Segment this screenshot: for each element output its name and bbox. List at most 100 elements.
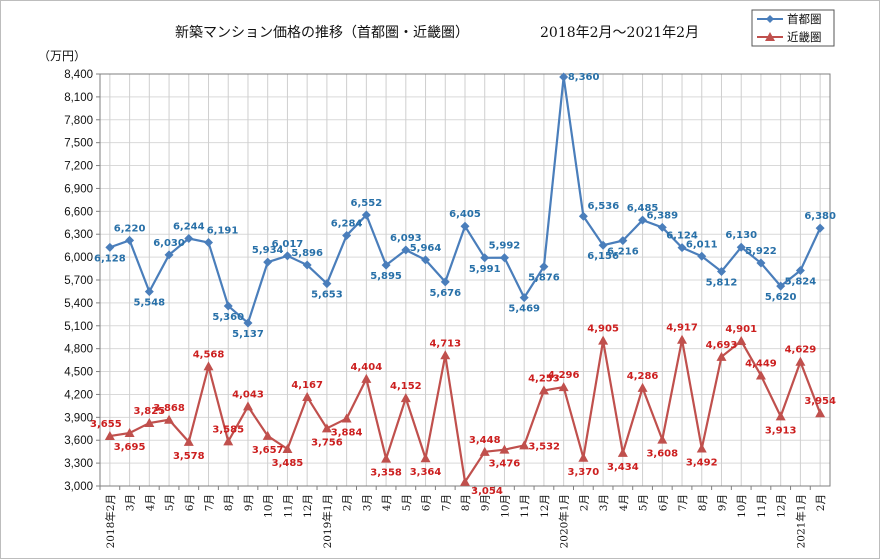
data-point-marker (736, 335, 747, 345)
data-label: 5,876 (528, 273, 560, 284)
data-point-marker (342, 230, 352, 240)
data-label: 8,360 (568, 72, 600, 83)
data-point-marker (203, 361, 214, 371)
chart-title: 新築マンション価格の推移（首都圏・近畿圏） (175, 25, 469, 41)
x-tick-label: 10月 (736, 494, 748, 518)
data-point-marker (657, 434, 668, 444)
data-label: 6,380 (804, 211, 836, 222)
x-tick-label: 8月 (697, 494, 709, 511)
y-tick-label: 3,900 (64, 412, 93, 424)
data-point-marker (598, 240, 608, 250)
x-tick-label: 7月 (677, 494, 689, 511)
data-point-marker (144, 418, 155, 428)
data-label: 6,220 (114, 223, 146, 234)
data-point-marker (795, 356, 806, 366)
x-tick-label: 5月 (401, 494, 413, 511)
data-label: 4,693 (706, 340, 738, 351)
data-label: 6,030 (153, 238, 185, 249)
data-label: 6,552 (351, 198, 383, 209)
x-tick-label: 11月 (282, 494, 294, 518)
x-tick-label: 12月 (302, 494, 314, 518)
data-point-marker (558, 382, 569, 392)
data-label: 3,364 (410, 467, 442, 478)
data-label: 4,253 (528, 373, 560, 384)
data-label: 6,017 (272, 239, 304, 250)
data-point-marker (677, 243, 687, 253)
data-label: 3,485 (272, 458, 304, 469)
data-label: 5,812 (706, 277, 738, 288)
data-point-marker (302, 260, 312, 270)
data-point-marker (480, 253, 490, 263)
data-point-marker (243, 318, 253, 328)
data-label: 6,128 (94, 253, 126, 264)
data-label: 3,756 (311, 437, 343, 448)
x-tick-label: 9月 (480, 494, 492, 511)
data-point-marker (795, 266, 805, 276)
data-label: 3,657 (252, 445, 284, 456)
data-point-marker (499, 253, 509, 263)
data-label: 4,713 (429, 338, 461, 349)
y-tick-label: 4,500 (64, 367, 93, 379)
y-tick-label: 8,100 (64, 92, 93, 104)
data-point-marker (321, 423, 332, 433)
y-tick-label: 7,200 (64, 161, 93, 173)
data-point-marker (104, 431, 115, 441)
data-label: 6,284 (331, 218, 363, 229)
data-label: 4,905 (587, 324, 619, 335)
data-label: 4,286 (627, 371, 659, 382)
legend: 首都圏 近畿圏 (751, 9, 835, 47)
data-point-marker (677, 334, 688, 344)
data-point-marker (263, 257, 273, 267)
data-label: 4,404 (351, 362, 383, 373)
x-tick-label: 12月 (539, 494, 551, 518)
data-label: 6,124 (666, 231, 698, 242)
data-label: 6,536 (588, 201, 620, 212)
x-tick-label: 7月 (204, 494, 216, 511)
data-point-marker (756, 258, 766, 268)
data-point-marker (381, 260, 391, 270)
data-label: 5,992 (489, 241, 521, 252)
data-point-marker (815, 223, 825, 233)
data-label: 4,449 (745, 358, 777, 369)
data-point-marker (400, 393, 411, 403)
x-tick-label: 2月 (815, 494, 827, 511)
data-point-marker (815, 408, 826, 418)
data-label: 5,548 (134, 298, 166, 309)
x-tick-label: 3月 (598, 494, 610, 511)
data-label: 4,296 (548, 370, 580, 381)
x-tick-label: 10月 (499, 494, 511, 518)
data-label: 5,896 (291, 248, 323, 259)
data-label: 6,191 (207, 226, 239, 237)
data-point-marker (322, 279, 332, 289)
data-point-marker (617, 447, 628, 457)
data-label: 3,532 (528, 441, 560, 452)
data-point-marker (242, 401, 253, 411)
chart-period: 2018年2月～2021年2月 (540, 25, 699, 41)
x-tick-label: 6月 (657, 494, 669, 511)
x-tick-label: 5月 (164, 494, 176, 511)
y-axis-unit-label: （万円） (38, 49, 86, 63)
data-label: 5,137 (232, 329, 264, 340)
data-label: 3,370 (568, 467, 600, 478)
data-point-marker (144, 287, 154, 297)
y-axis: 3,000 3,300 3,600 3,900 4,200 4,500 4,800 5,100… (64, 69, 100, 493)
data-point-marker (598, 335, 609, 345)
data-point-marker (440, 350, 451, 360)
data-label: 3,868 (153, 403, 185, 414)
data-point-marker (559, 72, 569, 82)
data-point-marker (755, 370, 766, 380)
data-label: 5,824 (785, 277, 817, 288)
x-axis: 2018年2月 3月 4月 5月 6月 7月 8月 9月 10月 11月 12月 2019年1月 2月 3… (99, 486, 827, 548)
x-tick-label: 2021年1月 (794, 494, 807, 548)
y-tick-label: 4,800 (64, 344, 93, 356)
data-point-marker (341, 413, 352, 423)
data-label: 4,629 (785, 345, 817, 356)
data-point-marker (164, 414, 175, 424)
legend-label-kinki: 近畿圏 (787, 30, 822, 44)
x-tick-label: 2018年2月 (104, 494, 117, 548)
data-label: 6,405 (449, 209, 481, 220)
y-tick-label: 4,200 (64, 389, 93, 401)
data-point-marker (223, 301, 233, 311)
